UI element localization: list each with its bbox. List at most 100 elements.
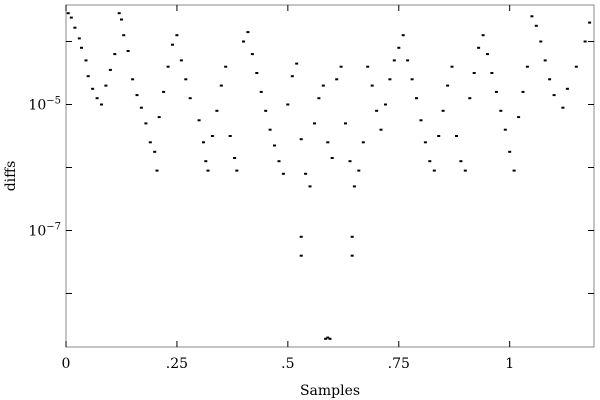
x-tick-label: 0 — [62, 356, 71, 372]
data-point — [290, 75, 294, 78]
data-point — [73, 26, 77, 29]
x-tick-label: .25 — [166, 356, 188, 372]
data-point — [419, 119, 423, 122]
data-point — [122, 34, 126, 37]
data-point — [379, 128, 383, 131]
x-axis-label: Samples — [300, 383, 360, 399]
data-point — [344, 122, 347, 125]
data-point — [328, 337, 332, 340]
data-point — [561, 106, 565, 109]
data-point — [86, 75, 90, 78]
data-point — [95, 97, 99, 100]
data-point — [313, 122, 316, 125]
data-point — [388, 78, 392, 81]
data-point — [255, 72, 259, 74]
data-point — [321, 84, 325, 87]
data-point — [428, 160, 432, 163]
data-point — [588, 21, 592, 24]
data-point — [113, 53, 117, 56]
data-point — [350, 254, 354, 257]
data-point — [131, 78, 135, 81]
x-tick-label: .75 — [388, 356, 410, 372]
data-point — [324, 337, 328, 340]
data-point — [273, 144, 276, 147]
data-point — [139, 106, 143, 109]
data-point — [84, 59, 88, 62]
data-point — [235, 169, 239, 172]
data-point — [455, 135, 458, 137]
data-point — [459, 160, 463, 163]
data-point — [108, 68, 112, 71]
data-point — [286, 103, 290, 106]
data-point — [499, 109, 503, 112]
data-point — [171, 43, 174, 46]
data-point — [477, 46, 481, 49]
data-point — [100, 103, 103, 106]
data-point — [472, 72, 476, 74]
data-point — [202, 141, 205, 144]
data-point — [415, 97, 418, 100]
data-point — [397, 46, 401, 49]
data-point — [539, 40, 543, 43]
data-point — [548, 78, 552, 81]
data-point — [348, 160, 352, 163]
data-point — [486, 53, 489, 56]
data-point — [304, 172, 308, 175]
data-point — [80, 46, 83, 49]
data-point — [120, 18, 123, 21]
data-point — [543, 59, 547, 62]
data-point — [432, 169, 436, 172]
x-tick-label: 1 — [505, 356, 514, 372]
data-point — [277, 160, 281, 163]
data-point — [512, 169, 516, 172]
data-point — [197, 119, 201, 122]
data-point — [450, 65, 454, 68]
data-point — [219, 84, 223, 87]
data-point — [210, 135, 214, 137]
data-point — [242, 40, 245, 43]
data-point — [299, 235, 303, 238]
data-point — [370, 84, 374, 87]
data-point — [335, 78, 339, 81]
data-point — [175, 34, 179, 37]
data-point — [295, 62, 299, 65]
data-point — [503, 128, 507, 131]
plot-frame — [65, 4, 595, 348]
x-tick-label: .5 — [281, 356, 294, 372]
data-point — [565, 87, 569, 90]
data-point — [392, 59, 396, 62]
data-point — [446, 84, 450, 87]
data-point — [299, 138, 303, 141]
data-point — [299, 254, 303, 257]
data-point — [530, 15, 534, 18]
data-point — [69, 16, 73, 19]
data-point — [326, 336, 330, 339]
data-point — [144, 122, 148, 125]
y-axis-label: diffs — [3, 161, 19, 192]
data-point — [215, 109, 219, 112]
data-point — [153, 150, 157, 153]
data-point — [250, 53, 254, 56]
data-point — [384, 103, 387, 106]
data-point — [463, 169, 467, 172]
data-point — [508, 150, 512, 153]
data-point — [91, 87, 95, 90]
data-point — [155, 169, 159, 172]
data-point — [350, 235, 354, 238]
data-point — [268, 128, 272, 131]
data-point — [326, 141, 330, 144]
data-point — [317, 97, 321, 100]
data-point — [162, 90, 166, 93]
data-point — [375, 109, 379, 112]
data-point — [77, 37, 81, 40]
y-tick-label: 10−5 — [28, 96, 61, 114]
data-point — [259, 90, 263, 93]
data-point — [494, 90, 498, 93]
data-point — [401, 34, 405, 37]
data-points — [66, 12, 592, 340]
data-point — [233, 157, 237, 159]
data-point — [157, 116, 161, 119]
data-point — [204, 160, 208, 163]
data-point — [179, 59, 183, 62]
data-point — [281, 172, 285, 175]
